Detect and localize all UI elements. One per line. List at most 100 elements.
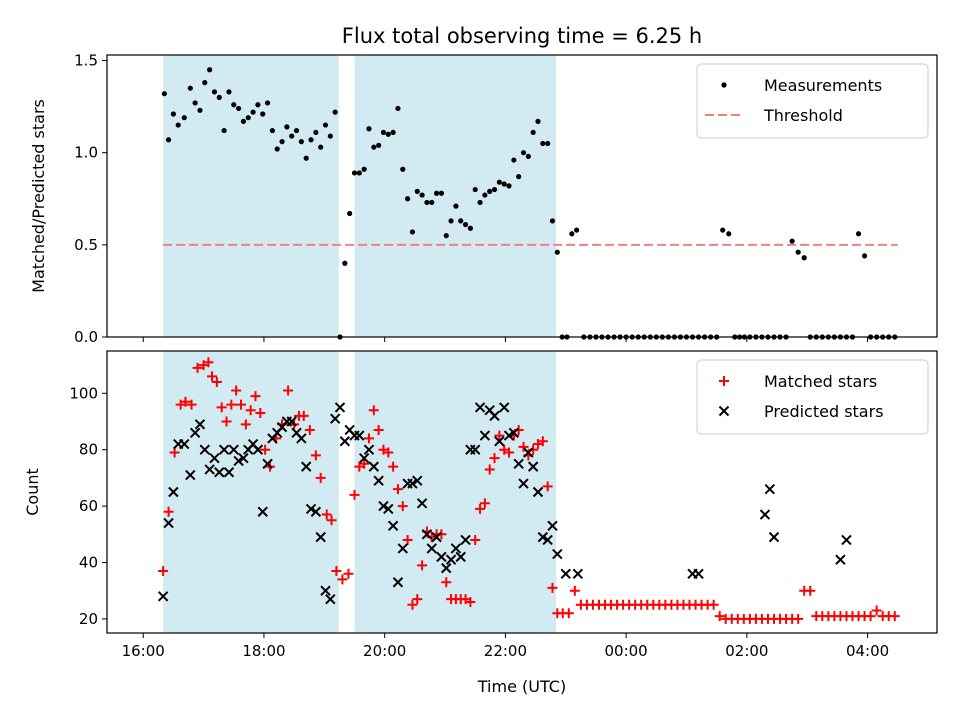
matched-star-point <box>793 613 804 624</box>
legend-marker <box>719 376 729 386</box>
measurement-point <box>380 129 387 136</box>
matched-star-point <box>518 441 529 452</box>
measurement-point <box>221 127 227 134</box>
predicted-star-point <box>257 506 268 517</box>
predicted-star-point <box>572 568 584 579</box>
y-axis-label: Count <box>23 468 42 516</box>
shaded-interval-1 <box>163 55 339 337</box>
predicted-star-point <box>841 534 852 546</box>
predicted-star-point <box>214 467 225 478</box>
predicted-star-point <box>383 503 394 515</box>
x-tick-label: 18:00 <box>242 642 285 660</box>
measurement-point <box>458 218 464 224</box>
measurement-point <box>789 238 795 244</box>
predicted-star-point <box>768 531 780 543</box>
measurement-point <box>795 249 801 255</box>
matched-star-point <box>169 447 180 458</box>
predicted-star-point <box>470 444 481 455</box>
matched-star-point <box>226 399 237 410</box>
x-tick-label: 20:00 <box>363 642 406 660</box>
measurement-point <box>187 85 193 91</box>
matched-star-point <box>216 402 227 413</box>
predicted-star-point <box>416 498 428 509</box>
measurement-point <box>274 146 280 152</box>
predicted-star-point <box>431 531 442 543</box>
measurement-point <box>361 166 367 172</box>
matched-star-point <box>240 419 251 430</box>
measurement-point <box>390 129 396 136</box>
matched-star-point <box>203 357 214 368</box>
count-panel: 20 40 60 80 100 16:00 18:00 20:00 22:00 00:00 02:0… <box>23 350 938 660</box>
measurement-point <box>861 253 868 259</box>
matched-star-point <box>475 503 486 514</box>
measurement-point <box>395 105 401 112</box>
predicted-star-point <box>189 427 201 438</box>
measurement-point <box>351 170 358 176</box>
predicted-star-point <box>518 478 529 489</box>
x-tick-label: 04:00 <box>846 642 889 660</box>
predicted-star-point <box>479 430 491 441</box>
predicted-star-point <box>421 529 433 540</box>
measurement-point <box>269 127 275 134</box>
predicted-star-point <box>368 461 380 472</box>
measurement-point <box>516 174 522 180</box>
shaded-interval-2 <box>354 351 557 633</box>
predicted-star-point <box>693 568 704 579</box>
measurement-point <box>569 231 575 237</box>
y-tick-label: 0.5 <box>74 236 98 254</box>
measurement-point <box>801 255 807 261</box>
measurement-point <box>414 188 420 194</box>
predicted-star-point <box>325 593 336 605</box>
predicted-star-point <box>552 548 563 560</box>
predicted-star-point <box>320 585 331 596</box>
matched-star-point <box>245 405 256 416</box>
measurement-point <box>216 94 222 100</box>
measurement-point <box>250 109 256 115</box>
measurement-point <box>385 131 391 137</box>
y-tick-label: 80 <box>79 441 98 459</box>
measurement-point <box>506 183 512 189</box>
predicted-star-point <box>412 475 423 486</box>
predicted-star-point <box>547 520 558 532</box>
measurement-point <box>342 260 348 266</box>
measurement-point <box>467 225 473 231</box>
matched-star-point <box>163 506 174 517</box>
predicted-star-point <box>503 430 515 441</box>
predicted-star-point <box>218 444 230 455</box>
matched-star-point <box>805 585 816 596</box>
matched-star-point <box>407 599 418 610</box>
matched-star-point <box>470 534 481 545</box>
predicted-star-point <box>354 430 365 441</box>
measurement-point <box>226 89 232 95</box>
predicted-star-point <box>168 486 179 498</box>
measurement-point <box>165 137 172 143</box>
matched-star-point <box>373 424 384 435</box>
matched-star-point <box>315 472 326 483</box>
predicted-star-point <box>523 447 534 458</box>
matched-star-point <box>465 596 476 607</box>
y-tick-label: 20 <box>79 610 98 628</box>
predicted-star-point <box>252 444 264 455</box>
measurement-point <box>303 155 309 161</box>
matched-star-point <box>537 436 548 447</box>
predicted-star-point <box>339 436 351 447</box>
predicted-star-point <box>392 577 404 588</box>
matched-star-point <box>310 450 321 461</box>
legend-label: Measurements <box>764 76 882 95</box>
chart-title: Flux total observing time = 6.25 h <box>342 24 702 48</box>
measurement-point <box>726 231 732 237</box>
matched-star-point <box>363 433 374 444</box>
predicted-star-point <box>296 433 307 444</box>
predicted-star-point <box>474 402 486 413</box>
measurement-point <box>530 129 536 136</box>
axes-frame <box>106 350 938 634</box>
predicted-star-point <box>498 402 510 413</box>
x-tick-label: 22:00 <box>484 642 527 660</box>
measurement-point <box>405 196 411 202</box>
matched-star-point <box>388 461 399 472</box>
y-tick-label: 40 <box>79 554 98 572</box>
predicted-star-point <box>334 402 346 413</box>
legend: Matched stars Predicted stars <box>696 359 929 435</box>
measurement-point <box>231 102 237 108</box>
